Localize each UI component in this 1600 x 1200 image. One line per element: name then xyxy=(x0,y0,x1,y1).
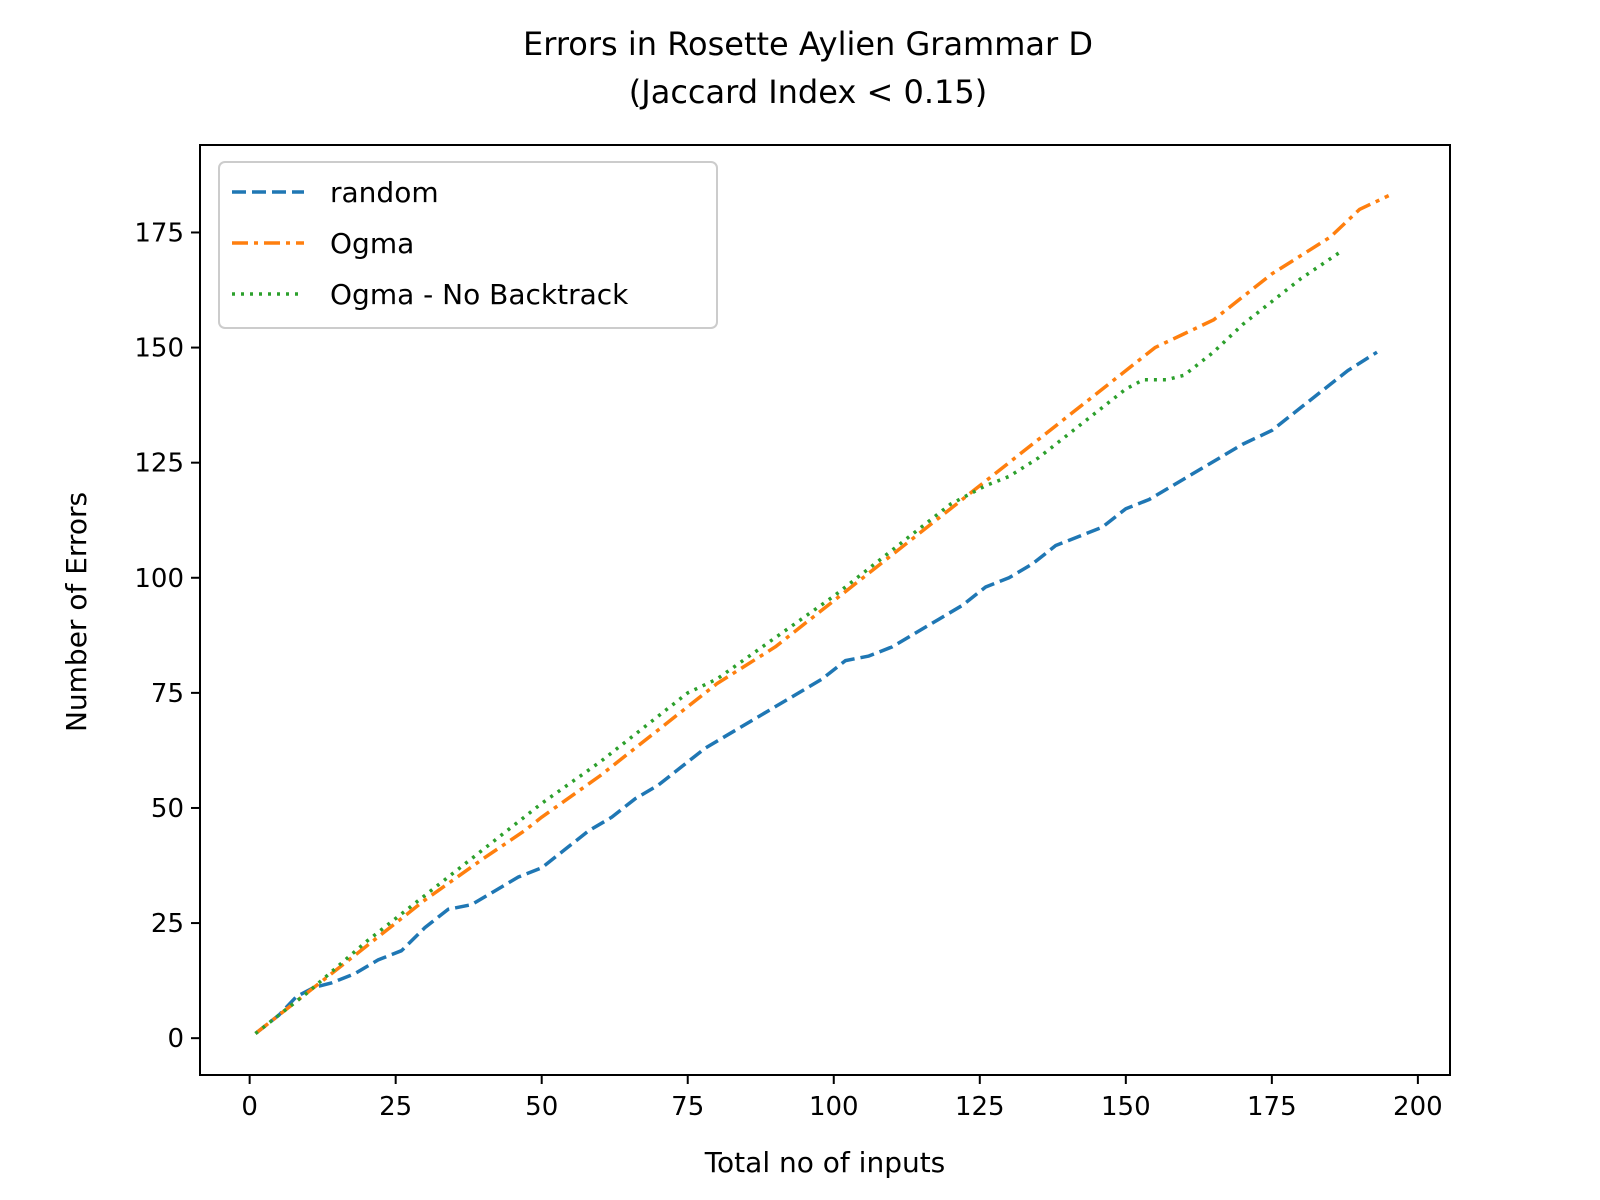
series-line-ogma xyxy=(254,194,1390,1035)
x-tick-label: 0 xyxy=(241,1092,258,1122)
legend-label: random xyxy=(330,176,439,209)
legend: random Ogma Ogma - No Backtrack xyxy=(218,161,718,329)
x-tick-label: 175 xyxy=(1247,1092,1297,1122)
x-axis-label: Total no of inputs xyxy=(704,1146,946,1179)
chart-title: Errors in Rosette Aylien Grammar D xyxy=(523,25,1093,63)
y-tick-label: 50 xyxy=(151,794,184,824)
x-tick-label: 150 xyxy=(1101,1092,1151,1122)
y-axis-label: Number of Errors xyxy=(60,492,93,732)
x-tick-label: 25 xyxy=(379,1092,412,1122)
y-tick-label: 175 xyxy=(134,218,184,248)
chart-subtitle: (Jaccard Index < 0.15) xyxy=(629,73,987,111)
legend-label: Ogma - No Backtrack xyxy=(330,278,629,311)
y-tick-label: 100 xyxy=(134,564,184,594)
lines-layer xyxy=(254,194,1390,1035)
x-tick-label: 100 xyxy=(809,1092,859,1122)
x-tick-label: 125 xyxy=(955,1092,1005,1122)
y-tick-label: 25 xyxy=(151,909,184,939)
y-tick-label: 150 xyxy=(134,334,184,364)
legend-label: Ogma xyxy=(330,227,414,260)
x-tick-label: 200 xyxy=(1393,1092,1443,1122)
plot-frame xyxy=(199,144,1451,1076)
x-tick-label: 50 xyxy=(525,1092,558,1122)
y-tick-label: 125 xyxy=(134,449,184,479)
x-tick-label: 75 xyxy=(671,1092,704,1122)
series-line-random xyxy=(254,350,1378,1035)
y-tick-label: 0 xyxy=(167,1024,184,1054)
y-tick-label: 75 xyxy=(151,679,184,709)
legend-box xyxy=(218,161,718,329)
ticks-layer: 0 25 50 75 100 125 150 175 200 0 25 50 75 100 125 150 17… xyxy=(134,218,1442,1122)
